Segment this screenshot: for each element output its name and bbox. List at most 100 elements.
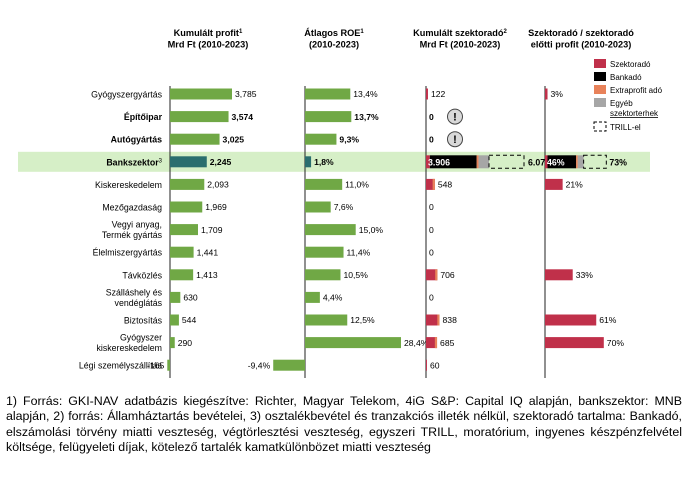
profit-bar xyxy=(170,269,194,281)
profit-bar xyxy=(170,224,198,236)
roe-bar xyxy=(305,178,343,190)
profit-bar xyxy=(170,133,220,145)
tax-bank-segment-bankado xyxy=(429,155,477,169)
roe-title: (2010-2023) xyxy=(309,40,359,50)
profit-value-label: 2,245 xyxy=(210,157,232,167)
category-label: Távközlés xyxy=(122,270,162,280)
tax-bar xyxy=(426,178,435,190)
category-label: Építőipar xyxy=(124,112,163,122)
profit-value-label: 2,093 xyxy=(207,180,229,190)
roe-bar xyxy=(273,359,305,371)
tax-value-label: 838 xyxy=(443,315,458,325)
ratio-bank-trill-box xyxy=(583,154,607,169)
legend-label: TRILL-el xyxy=(610,123,641,132)
profit-bar xyxy=(170,246,194,258)
roe-bar xyxy=(305,156,312,168)
tax-value-label: 0 xyxy=(429,225,434,235)
tax-value-label: 0 xyxy=(429,293,434,303)
tax-bank-segment-extraprofit xyxy=(476,155,479,169)
warning-icon xyxy=(447,108,463,125)
footnote: 1) Forrás: GKI-NAV adatbázis kiegészítve… xyxy=(6,394,682,455)
ratio-bank-segment-szektorado xyxy=(545,155,548,169)
tax-value-label: 0 xyxy=(429,134,434,144)
tax-value-label: 122 xyxy=(431,89,446,99)
roe-bar xyxy=(305,291,320,303)
tax-bar-extraprofit-tip xyxy=(435,269,438,281)
ratio-value-label: 3% xyxy=(551,89,564,99)
category-label: Autógyártás xyxy=(111,135,162,145)
roe-value-label: 12,5% xyxy=(350,315,375,325)
legend-label: szektorterhek xyxy=(610,109,659,118)
tax-value-label: 3.906 xyxy=(428,157,450,167)
ratio-value-label: 70% xyxy=(607,338,625,348)
ratio-bank-segment-egyeb xyxy=(577,155,584,169)
tax-value-label: 685 xyxy=(440,338,455,348)
tax-bar xyxy=(426,88,428,100)
roe-value-label: 11,4% xyxy=(347,247,371,257)
category-label: Mezőgazdaság xyxy=(102,203,162,213)
ratio-bank-segment-bankado xyxy=(547,155,577,169)
tax-bar xyxy=(426,269,438,281)
warning-icon-mark: ! xyxy=(453,134,457,146)
profit-value-label: 3,785 xyxy=(235,89,257,99)
ratio-title: előtti profit (2010-2023) xyxy=(531,40,632,50)
profit-value-label: 630 xyxy=(183,293,198,303)
category-label: Biztosítás xyxy=(124,316,163,326)
roe-bar xyxy=(305,337,401,349)
tax-title: Kumulált szektoradó2 xyxy=(413,28,507,38)
legend-swatch-bankado xyxy=(594,72,606,81)
profit-bar xyxy=(170,178,205,190)
profit-value-label: 3,574 xyxy=(232,112,254,122)
legend-label: Bankadó xyxy=(610,73,642,82)
roe-value-label: 11,0% xyxy=(345,180,369,190)
legend-label: Szektoradó xyxy=(610,60,651,69)
ratio-value-label: 61% xyxy=(599,315,617,325)
profit-value-label: 1,969 xyxy=(205,202,227,212)
tax-bar-extraprofit-tip xyxy=(432,178,435,190)
ratio-bar xyxy=(545,178,563,190)
category-label: Vegyi anyag, Termék gyártás xyxy=(102,220,163,241)
legend-swatch-extraprofit xyxy=(594,85,606,94)
tax-bar xyxy=(426,314,440,326)
ratio-value-label: 21% xyxy=(566,180,584,190)
profit-bar xyxy=(170,111,229,123)
profit-bar xyxy=(170,156,207,168)
category-label: Szálláshely és vendéglátás xyxy=(106,287,163,308)
category-label: Gyógyszergyártás xyxy=(91,90,162,100)
ratio-title: Szektoradó / szektoradó xyxy=(528,28,634,38)
ratio-bar xyxy=(545,269,573,281)
roe-bar xyxy=(305,111,352,123)
legend-swatch-szektorado xyxy=(594,59,606,68)
ratio-bar xyxy=(545,337,604,349)
ratio-bar xyxy=(545,88,548,100)
roe-value-label: 1,8% xyxy=(314,157,334,167)
roe-value-label: -9,4% xyxy=(248,360,271,370)
roe-value-label: 13,4% xyxy=(353,89,378,99)
tax-bank-segment-szektorado xyxy=(426,155,430,169)
tax-value-label: 548 xyxy=(438,180,453,190)
legend-swatch-egyeb xyxy=(594,98,606,107)
ratio-bar xyxy=(545,314,597,326)
tax-value-label: 0 xyxy=(429,202,434,212)
profit-value-label: -165 xyxy=(147,360,164,370)
ratio-trill-label: 73% xyxy=(609,157,627,167)
profit-bar xyxy=(170,201,203,213)
sector-comparison-chart: Gyógyszergyártás Építőipar Autógyártás Bank… xyxy=(18,27,663,378)
roe-value-label: 28,4% xyxy=(404,338,429,348)
profit-value-label: 1,441 xyxy=(197,247,219,257)
tax-bank-segment-egyeb xyxy=(478,155,489,169)
tax-bar xyxy=(426,359,427,371)
tax-value-label: 0 xyxy=(429,112,434,122)
tax-bank-trill-box xyxy=(488,154,525,169)
roe-value-label: 13,7% xyxy=(354,112,379,122)
legend-label: Extraprofit adó xyxy=(610,86,663,95)
roe-bar xyxy=(305,133,337,145)
roe-bar xyxy=(305,88,351,100)
roe-value-label: 10,5% xyxy=(343,270,368,280)
legend-swatch-trill xyxy=(593,121,607,132)
profit-bar xyxy=(170,337,175,349)
roe-title: Átlagos ROE1 xyxy=(304,27,364,38)
category-label: Bankszektor3 xyxy=(106,157,162,167)
profit-value-label: 1,709 xyxy=(201,225,223,235)
tax-trill-label: 6.076 xyxy=(528,157,550,167)
